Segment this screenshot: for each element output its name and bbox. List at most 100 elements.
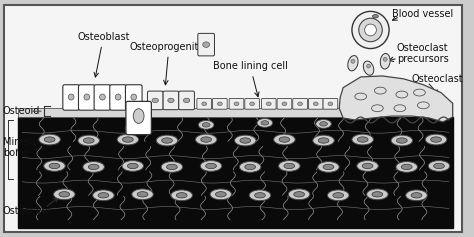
Ellipse shape xyxy=(235,135,256,146)
FancyBboxPatch shape xyxy=(293,98,308,109)
Text: Bone lining cell: Bone lining cell xyxy=(213,61,288,97)
Text: Osteoclast
precursors: Osteoclast precursors xyxy=(397,43,449,64)
Ellipse shape xyxy=(396,162,418,172)
Ellipse shape xyxy=(59,192,70,197)
FancyBboxPatch shape xyxy=(212,98,227,109)
Ellipse shape xyxy=(201,161,222,171)
Ellipse shape xyxy=(351,59,355,63)
Ellipse shape xyxy=(328,190,349,201)
Ellipse shape xyxy=(161,162,182,172)
FancyBboxPatch shape xyxy=(179,91,194,110)
Ellipse shape xyxy=(364,61,374,75)
Ellipse shape xyxy=(195,134,217,145)
Circle shape xyxy=(352,11,389,49)
FancyBboxPatch shape xyxy=(309,98,323,109)
Text: Mineralized
bone: Mineralized bone xyxy=(3,137,59,158)
Ellipse shape xyxy=(183,98,190,103)
FancyBboxPatch shape xyxy=(198,33,214,56)
FancyBboxPatch shape xyxy=(262,98,276,109)
Ellipse shape xyxy=(282,102,287,106)
Ellipse shape xyxy=(92,190,114,201)
FancyBboxPatch shape xyxy=(277,98,292,109)
FancyBboxPatch shape xyxy=(229,98,244,109)
Ellipse shape xyxy=(279,161,300,171)
Ellipse shape xyxy=(131,94,137,100)
Ellipse shape xyxy=(133,109,144,123)
Ellipse shape xyxy=(372,192,383,197)
Ellipse shape xyxy=(411,193,422,198)
Ellipse shape xyxy=(366,189,388,200)
Ellipse shape xyxy=(39,134,60,145)
Circle shape xyxy=(365,24,376,36)
Ellipse shape xyxy=(348,55,358,71)
Ellipse shape xyxy=(257,118,273,127)
Ellipse shape xyxy=(83,138,94,143)
FancyBboxPatch shape xyxy=(126,85,142,110)
Ellipse shape xyxy=(266,102,271,106)
Ellipse shape xyxy=(319,122,328,126)
Ellipse shape xyxy=(245,164,255,170)
Text: Blood vessel: Blood vessel xyxy=(392,9,453,19)
Ellipse shape xyxy=(431,137,441,142)
FancyBboxPatch shape xyxy=(147,91,163,110)
Ellipse shape xyxy=(333,193,344,198)
Ellipse shape xyxy=(401,164,412,170)
Ellipse shape xyxy=(202,123,210,127)
Ellipse shape xyxy=(313,102,318,106)
Ellipse shape xyxy=(202,102,207,106)
Ellipse shape xyxy=(273,134,295,145)
FancyBboxPatch shape xyxy=(323,98,338,109)
Ellipse shape xyxy=(198,120,214,129)
Ellipse shape xyxy=(168,98,174,103)
Ellipse shape xyxy=(250,102,255,106)
Ellipse shape xyxy=(88,164,99,170)
FancyBboxPatch shape xyxy=(79,85,95,110)
Ellipse shape xyxy=(279,137,290,142)
Ellipse shape xyxy=(406,190,427,201)
Ellipse shape xyxy=(366,64,371,68)
Ellipse shape xyxy=(156,135,178,146)
Ellipse shape xyxy=(44,161,65,171)
Ellipse shape xyxy=(373,14,378,18)
Ellipse shape xyxy=(98,193,109,198)
Ellipse shape xyxy=(240,138,251,143)
FancyBboxPatch shape xyxy=(18,108,353,117)
Ellipse shape xyxy=(288,189,310,200)
Ellipse shape xyxy=(201,137,211,142)
Ellipse shape xyxy=(298,102,302,106)
Ellipse shape xyxy=(83,162,104,172)
Ellipse shape xyxy=(44,137,55,142)
Text: Osteocyte: Osteocyte xyxy=(3,206,52,216)
Ellipse shape xyxy=(122,137,133,142)
Ellipse shape xyxy=(122,161,144,171)
FancyBboxPatch shape xyxy=(94,85,111,110)
Ellipse shape xyxy=(132,189,153,200)
Ellipse shape xyxy=(210,189,232,200)
Ellipse shape xyxy=(100,94,105,100)
Ellipse shape xyxy=(218,102,222,106)
Ellipse shape xyxy=(249,190,271,201)
Ellipse shape xyxy=(117,134,139,145)
Text: Osteoclast: Osteoclast xyxy=(411,74,463,84)
FancyBboxPatch shape xyxy=(4,5,462,232)
FancyBboxPatch shape xyxy=(63,85,80,110)
Ellipse shape xyxy=(323,164,334,170)
Ellipse shape xyxy=(383,57,387,61)
Ellipse shape xyxy=(255,193,265,198)
Ellipse shape xyxy=(203,42,210,47)
Ellipse shape xyxy=(206,163,217,169)
Circle shape xyxy=(359,18,382,42)
Ellipse shape xyxy=(316,119,331,128)
Ellipse shape xyxy=(115,94,121,100)
Ellipse shape xyxy=(234,102,239,106)
Ellipse shape xyxy=(380,54,390,69)
FancyBboxPatch shape xyxy=(126,101,151,135)
Ellipse shape xyxy=(261,121,269,125)
Ellipse shape xyxy=(318,162,339,172)
FancyBboxPatch shape xyxy=(197,98,211,109)
Ellipse shape xyxy=(128,163,138,169)
Text: Osteoid: Osteoid xyxy=(3,106,40,116)
Ellipse shape xyxy=(328,102,333,106)
Ellipse shape xyxy=(162,138,173,143)
Ellipse shape xyxy=(54,189,75,200)
